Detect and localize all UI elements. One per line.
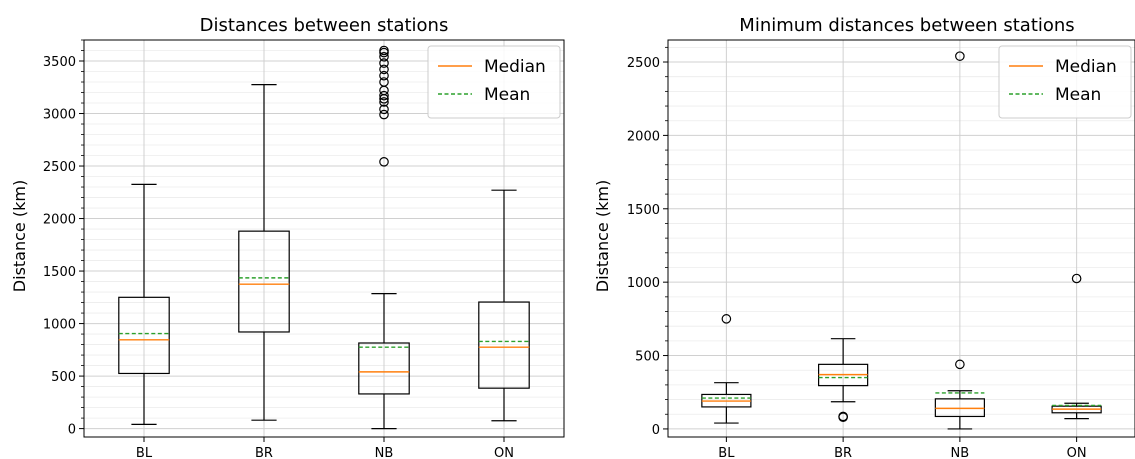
- outlier-point: [379, 77, 389, 87]
- left-y-tick-label: 1500: [43, 265, 76, 280]
- outlier-point: [379, 52, 389, 62]
- outlier-point: [379, 97, 389, 107]
- left-y-tick-label: 0: [68, 423, 76, 438]
- left-chart-title: Distances between stations: [200, 15, 449, 36]
- outlier-point: [1071, 273, 1082, 284]
- outlier-point: [955, 51, 965, 61]
- outlier-point: [379, 70, 389, 81]
- left-x-tick-label: NB: [375, 446, 394, 459]
- outlier-point: [379, 64, 389, 75]
- outlier-point: [379, 45, 389, 56]
- outlier-point: [379, 109, 389, 120]
- legend-box: [427, 45, 561, 119]
- right-y-tick-label: 500: [635, 350, 660, 365]
- outlier-point: [838, 411, 848, 422]
- left-y-tick-label: 500: [51, 370, 76, 385]
- right-y-tick-label: 1500: [627, 203, 660, 218]
- right-box-br: [818, 338, 869, 422]
- left-box-nb: [358, 45, 410, 430]
- right-y-tick-label: 2000: [627, 129, 660, 144]
- right-box-bl: [701, 314, 752, 424]
- legend-box: [998, 45, 1132, 119]
- left-y-tick-label: 2500: [43, 160, 76, 175]
- left-x-tick-label: ON: [494, 446, 514, 459]
- right-y-axis-label: Distance (km): [593, 180, 612, 292]
- right-legend: Median Mean: [998, 45, 1132, 119]
- left-boxplot-panel: Distances between stations Distance (km)…: [10, 15, 565, 459]
- right-x-tick-label: ON: [1067, 446, 1087, 459]
- right-y-tick-label: 1000: [627, 276, 660, 291]
- outlier-point: [379, 90, 389, 101]
- outlier-point: [379, 104, 389, 115]
- legend-label-median: Median: [1055, 57, 1117, 77]
- left-box-bl: [118, 183, 170, 425]
- right-x-tick-label: BL: [718, 446, 735, 459]
- left-x-tick-label: BR: [255, 446, 273, 459]
- iqr-box: [118, 296, 170, 375]
- right-x-tick-label: BR: [834, 446, 852, 459]
- iqr-box: [238, 230, 290, 333]
- left-y-tick-label: 3000: [43, 108, 76, 123]
- left-y-axis-label: Distance (km): [10, 180, 29, 292]
- legend-label-median: Median: [484, 57, 546, 77]
- right-y-tick-label: 0: [652, 423, 660, 438]
- right-axes-frame: [667, 39, 1135, 438]
- outlier-point: [379, 157, 389, 167]
- outlier-point: [721, 314, 732, 324]
- right-box-on: [1051, 273, 1102, 420]
- outlier-point: [955, 359, 965, 370]
- left-box-br: [238, 84, 290, 421]
- right-box-nb: [934, 51, 985, 430]
- right-chart-title: Minimum distances between stations: [739, 15, 1074, 36]
- right-boxplot-panel: Minimum distances between stations Dista…: [593, 15, 1135, 459]
- legend-label-mean: Mean: [1055, 85, 1101, 105]
- outlier-point: [379, 58, 389, 68]
- left-y-tick-label: 3500: [43, 55, 76, 70]
- left-y-tick-label: 2000: [43, 213, 76, 228]
- left-legend: Median Mean: [427, 45, 561, 119]
- left-box-on: [478, 189, 530, 422]
- left-x-tick-label: BL: [136, 446, 153, 459]
- iqr-box: [478, 301, 530, 389]
- iqr-box: [934, 398, 985, 418]
- right-y-tick-label: 2500: [627, 56, 660, 71]
- legend-label-mean: Mean: [484, 85, 530, 105]
- right-x-tick-label: NB: [951, 446, 970, 459]
- left-axes-frame: [83, 39, 565, 438]
- iqr-box: [358, 342, 410, 395]
- left-y-tick-label: 1000: [43, 318, 76, 333]
